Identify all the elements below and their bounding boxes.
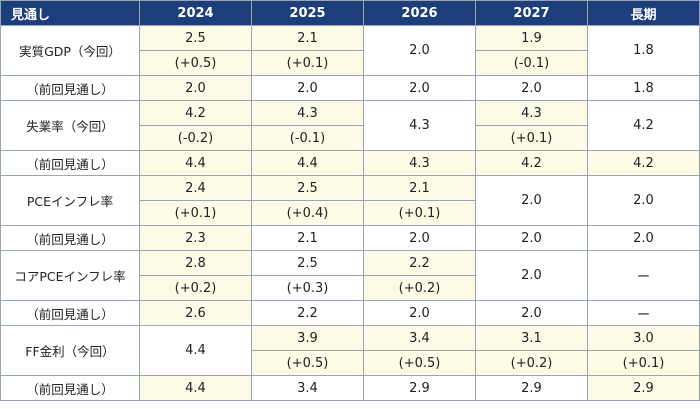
row-label-ff-rate: FF金利（今回） <box>0 325 140 376</box>
table-row-gdp: 実質GDP（今回） 2.5 2.1 2.0 1.9 1.8 <box>0 25 700 76</box>
row-label-gdp: 実質GDP（今回） <box>0 25 140 76</box>
core-pce-2025-change: (+0.3) <box>251 275 364 301</box>
unemployment-2027: 4.3 <box>475 100 588 126</box>
unemployment-prev-long-run: 4.2 <box>587 150 700 176</box>
core-pce-2024-change: (+0.2) <box>139 275 252 301</box>
header-row: 見通し 2024 2025 2026 2027 長期 <box>0 0 700 26</box>
pce-2025-change: (+0.4) <box>251 200 364 226</box>
table-row-core-pce: コアPCEインフレ率 2.8 2.5 2.2 2.0 ー <box>0 250 700 301</box>
row-label-ff-rate-previous: （前回見通し） <box>0 375 140 401</box>
unemployment-prev-2025: 4.4 <box>251 150 364 176</box>
unemployment-prev-2027: 4.2 <box>475 150 588 176</box>
ff-rate-2024: 4.4 <box>139 325 252 376</box>
unemployment-2027-change: (+0.1) <box>475 125 588 151</box>
header-2026: 2026 <box>363 0 476 26</box>
gdp-prev-2025: 2.0 <box>251 75 364 101</box>
row-label-gdp-previous: （前回見通し） <box>0 75 140 101</box>
table-row-core-pce-change: (+0.2) (+0.3) (+0.2) <box>1 275 700 301</box>
row-label-unemployment-previous: （前回見通し） <box>0 150 140 176</box>
table-row-gdp-previous: （前回見通し） 2.0 2.0 2.0 2.0 1.8 <box>0 75 700 101</box>
gdp-long-run: 1.8 <box>587 25 700 76</box>
table-row-pce-previous: （前回見通し） 2.3 2.1 2.0 2.0 2.0 <box>0 225 700 251</box>
pce-2024-change: (+0.1) <box>139 200 252 226</box>
pce-2027: 2.0 <box>475 175 588 226</box>
ff-rate-2027: 3.1 <box>475 325 588 351</box>
gdp-2027-change: (-0.1) <box>475 50 588 76</box>
table-row-ff-rate: FF金利（今回） 4.4 3.9 3.4 3.1 3.0 <box>0 325 700 376</box>
core-pce-prev-2026: 2.0 <box>363 300 476 326</box>
table-row-core-pce-previous: （前回見通し） 2.6 2.2 2.0 2.0 ー <box>0 300 700 326</box>
gdp-prev-2027: 2.0 <box>475 75 588 101</box>
core-pce-prev-2024: 2.6 <box>139 300 252 326</box>
gdp-prev-2024: 2.0 <box>139 75 252 101</box>
ff-rate-prev-2027: 2.9 <box>475 375 588 401</box>
ff-rate-long-run-change: (+0.1) <box>587 350 700 376</box>
core-pce-2026-change: (+0.2) <box>363 275 476 301</box>
gdp-2025-change: (+0.1) <box>251 50 364 76</box>
unemployment-prev-2024: 4.4 <box>139 150 252 176</box>
gdp-2027: 1.9 <box>475 25 588 51</box>
pce-2026: 2.1 <box>363 175 476 201</box>
header-long-run: 長期 <box>587 0 700 26</box>
gdp-prev-2026: 2.0 <box>363 75 476 101</box>
unemployment-2025: 4.3 <box>251 100 364 126</box>
row-label-core-pce: コアPCEインフレ率 <box>0 250 140 301</box>
pce-prev-2026: 2.0 <box>363 225 476 251</box>
table-row-ff-rate-change: (+0.5) (+0.5) (+0.2) (+0.1) <box>1 350 700 376</box>
ff-rate-2027-change: (+0.2) <box>475 350 588 376</box>
table-row-pce-change: (+0.1) (+0.4) (+0.1) <box>1 200 700 226</box>
ff-rate-2026-change: (+0.5) <box>363 350 476 376</box>
core-pce-prev-long-run: ー <box>587 300 700 326</box>
header-forecast: 見通し <box>0 0 140 26</box>
pce-prev-long-run: 2.0 <box>587 225 700 251</box>
core-pce-2025: 2.5 <box>251 250 364 276</box>
core-pce-2026: 2.2 <box>363 250 476 276</box>
ff-rate-prev-2024: 4.4 <box>139 375 252 401</box>
unemployment-2024-change: (-0.2) <box>139 125 252 151</box>
gdp-2024: 2.5 <box>139 25 252 51</box>
unemployment-prev-2026: 4.3 <box>363 150 476 176</box>
unemployment-2024: 4.2 <box>139 100 252 126</box>
table-row-pce: PCEインフレ率 2.4 2.5 2.1 2.0 2.0 <box>0 175 700 226</box>
pce-2026-change: (+0.1) <box>363 200 476 226</box>
table-row-unemployment-change: (-0.2) (-0.1) (+0.1) <box>1 125 700 151</box>
gdp-2026: 2.0 <box>363 25 476 76</box>
row-label-core-pce-previous: （前回見通し） <box>0 300 140 326</box>
gdp-2024-change: (+0.5) <box>139 50 252 76</box>
pce-long-run: 2.0 <box>587 175 700 226</box>
pce-prev-2027: 2.0 <box>475 225 588 251</box>
pce-2025: 2.5 <box>251 175 364 201</box>
header-2027: 2027 <box>475 0 588 26</box>
unemployment-2025-change: (-0.1) <box>251 125 364 151</box>
ff-rate-prev-long-run: 2.9 <box>587 375 700 401</box>
unemployment-2026: 4.3 <box>363 100 476 151</box>
ff-rate-2025-change: (+0.5) <box>251 350 364 376</box>
core-pce-long-run: ー <box>587 250 700 301</box>
row-label-pce: PCEインフレ率 <box>0 175 140 226</box>
row-label-unemployment: 失業率（今回） <box>0 100 140 151</box>
table-row-unemployment-previous: （前回見通し） 4.4 4.4 4.3 4.2 4.2 <box>0 150 700 176</box>
gdp-prev-long-run: 1.8 <box>587 75 700 101</box>
table-row-unemployment: 失業率（今回） 4.2 4.3 4.3 4.3 4.2 <box>0 100 700 151</box>
core-pce-prev-2025: 2.2 <box>251 300 364 326</box>
pce-prev-2025: 2.1 <box>251 225 364 251</box>
core-pce-prev-2027: 2.0 <box>475 300 588 326</box>
row-label-pce-previous: （前回見通し） <box>0 225 140 251</box>
core-pce-2024: 2.8 <box>139 250 252 276</box>
table-row-ff-rate-previous: （前回見通し） 4.4 3.4 2.9 2.9 2.9 <box>0 375 700 401</box>
ff-rate-long-run: 3.0 <box>587 325 700 351</box>
ff-rate-2026: 3.4 <box>363 325 476 351</box>
ff-rate-2025: 3.9 <box>251 325 364 351</box>
pce-prev-2024: 2.3 <box>139 225 252 251</box>
core-pce-2027: 2.0 <box>475 250 588 301</box>
unemployment-long-run: 4.2 <box>587 100 700 151</box>
pce-2024: 2.4 <box>139 175 252 201</box>
header-2025: 2025 <box>251 0 364 26</box>
ff-rate-prev-2026: 2.9 <box>363 375 476 401</box>
table-row-gdp-change: (+0.5) (+0.1) (-0.1) <box>1 50 700 76</box>
header-2024: 2024 <box>139 0 252 26</box>
gdp-2025: 2.1 <box>251 25 364 51</box>
ff-rate-prev-2025: 3.4 <box>251 375 364 401</box>
